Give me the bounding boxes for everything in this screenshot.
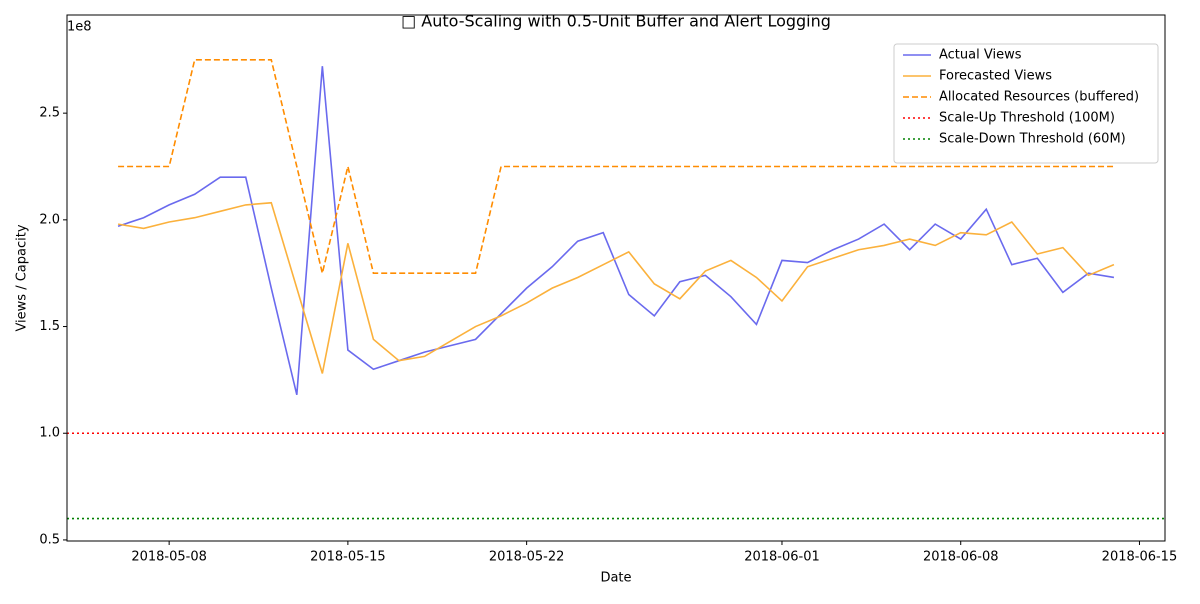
y-tick-label: 1.0	[39, 426, 60, 441]
x-tick-label: 2018-06-01	[744, 550, 820, 565]
legend-label: Actual Views	[939, 48, 1022, 63]
legend-label: Allocated Resources (buffered)	[939, 90, 1139, 105]
series-line	[117, 66, 1115, 396]
series-line	[118, 59, 1114, 274]
y-tick-label: 2.5	[39, 106, 60, 121]
x-tick-label: 2018-05-08	[131, 550, 207, 565]
legend-label: Scale-Down Threshold (60M)	[939, 132, 1126, 147]
plot-frame	[66, 14, 1166, 542]
x-tick-label: 2018-05-22	[489, 550, 565, 565]
y-tick-label: 2.0	[39, 212, 60, 227]
x-axis-label: Date	[600, 571, 631, 586]
y-tick-label: 0.5	[39, 532, 60, 547]
y-offset-label: 1e8	[67, 20, 92, 35]
legend-label: Scale-Up Threshold (100M)	[939, 111, 1115, 126]
y-axis-label: Views / Capacity	[15, 224, 30, 331]
chart-title: □ Auto-Scaling with 0.5-Unit Buffer and …	[401, 12, 831, 31]
legend-box	[893, 43, 1159, 164]
legend: Actual Views Forecasted Views Allocated Re…	[893, 43, 1159, 164]
series-line	[117, 201, 1115, 374]
x-tick-label: 2018-06-15	[1102, 550, 1178, 565]
x-tick-label: 2018-05-15	[310, 550, 386, 565]
y-tick-label: 1.5	[39, 319, 60, 334]
x-tick-label: 2018-06-08	[923, 550, 999, 565]
legend-label: Forecasted Views	[939, 69, 1052, 84]
